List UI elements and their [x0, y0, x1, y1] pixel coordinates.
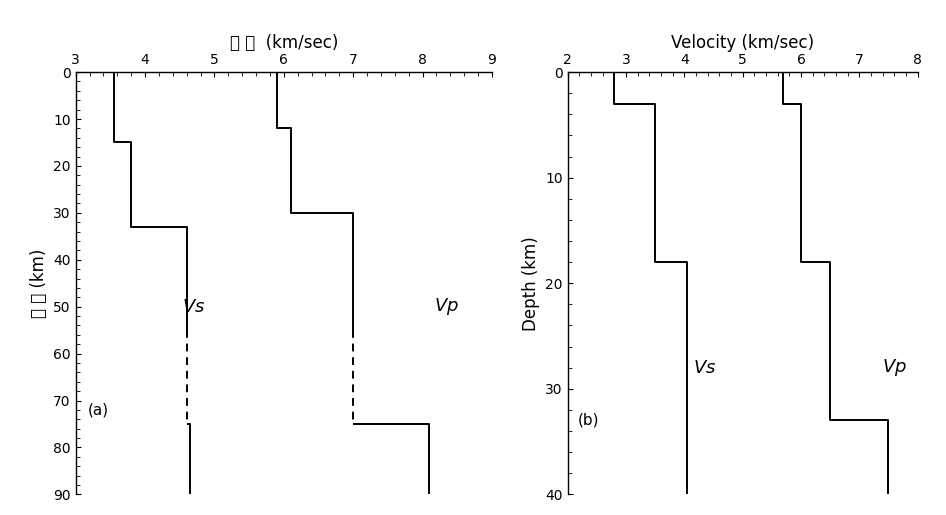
Text: $\mathit{Vp}$: $\mathit{Vp}$	[882, 357, 906, 378]
Text: (b): (b)	[578, 413, 600, 428]
X-axis label: Velocity (km/sec): Velocity (km/sec)	[671, 33, 815, 52]
Y-axis label: 깊 이 (km): 깊 이 (km)	[29, 249, 47, 318]
Text: $\mathit{Vs}$: $\mathit{Vs}$	[693, 359, 716, 376]
Text: $\mathit{Vp}$: $\mathit{Vp}$	[434, 296, 459, 317]
Text: (a): (a)	[88, 402, 110, 418]
Y-axis label: Depth (km): Depth (km)	[521, 236, 539, 331]
Text: $\mathit{Vs}$: $\mathit{Vs}$	[182, 298, 205, 316]
X-axis label: 속 도  (km/sec): 속 도 (km/sec)	[230, 33, 338, 52]
